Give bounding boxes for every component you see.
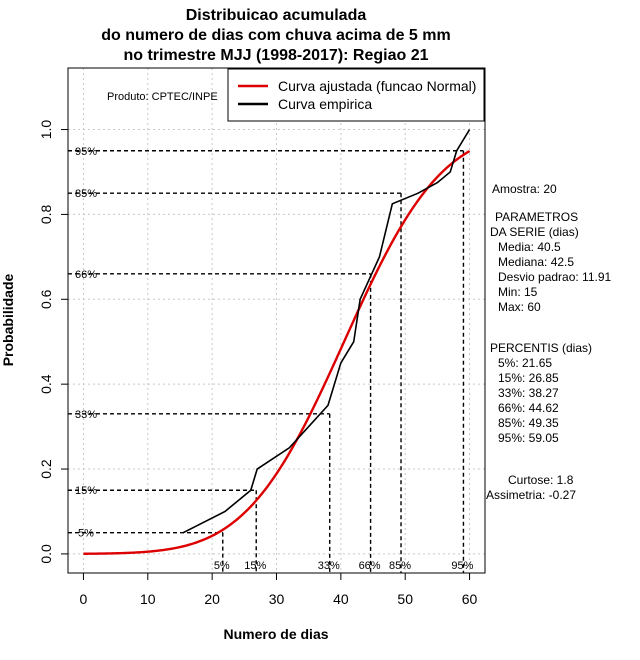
- param-value: Desvio padrao: 11.91: [498, 270, 612, 284]
- percentile-y-label: 66%: [75, 269, 97, 281]
- percentile-x-label: 85%: [389, 560, 411, 572]
- param-value: Min: 15: [498, 285, 538, 299]
- params-subtitle: DA SERIE (dias): [490, 225, 579, 239]
- y-tick-label: 0.2: [38, 459, 54, 479]
- x-tick-label: 0: [80, 591, 88, 607]
- percentile-x-label: 5%: [214, 560, 230, 572]
- percentile-y-label: 15%: [75, 485, 97, 497]
- percentile-x-label: 15%: [244, 560, 266, 572]
- chart-title-line: do numero de dias com chuva acima de 5 m…: [101, 27, 450, 44]
- percentile-lines: [68, 150, 465, 573]
- empirical-curve: [182, 129, 471, 534]
- y-tick-label: 0.8: [38, 204, 54, 224]
- fitted-normal-curve: [83, 150, 471, 555]
- y-tick-label: 1.0: [38, 120, 54, 140]
- percentile-x-label: 33%: [318, 560, 340, 572]
- percentis-title: PERCENTIS (dias): [490, 341, 592, 355]
- chart-title-line: Distribuicao acumulada: [186, 7, 367, 24]
- percentile-x-label: 95%: [451, 560, 473, 572]
- y-tick-label: 0.6: [38, 289, 54, 309]
- x-tick-label: 30: [269, 591, 285, 607]
- percentile-y-label: 85%: [75, 188, 97, 200]
- percentil-value: 5%: 21.65: [498, 356, 552, 370]
- y-tick-label: 0.4: [38, 374, 54, 394]
- legend-label: Curva empirica: [278, 96, 372, 112]
- param-value: Max: 60: [498, 300, 541, 314]
- legend: Curva ajustada (funcao Normal) Curva empi…: [227, 68, 485, 122]
- percentil-value: 15%: 26.85: [498, 371, 559, 385]
- skewness: Assimetria: -0.27: [486, 488, 576, 502]
- x-tick-label: 60: [462, 591, 478, 607]
- grid: [68, 68, 485, 573]
- x-tick-label: 10: [140, 591, 156, 607]
- param-value: Mediana: 42.5: [498, 255, 574, 269]
- sample-size: Amostra: 20: [492, 182, 557, 196]
- percentil-value: 66%: 44.62: [498, 401, 559, 415]
- x-tick-label: 20: [204, 591, 220, 607]
- x-tick-label: 40: [333, 591, 349, 607]
- percentile-y-label: 5%: [78, 528, 94, 540]
- percentile-x-label: 66%: [359, 560, 381, 572]
- kurtosis: Curtose: 1.8: [508, 473, 574, 487]
- chart-title-line: no trimestre MJJ (1998-2017): Regiao 21: [123, 47, 428, 64]
- legend-label: Curva ajustada (funcao Normal): [278, 78, 476, 94]
- x-axis-title: Numero de dias: [223, 626, 328, 642]
- percentil-value: 85%: 49.35: [498, 416, 559, 430]
- percentil-value: 33%: 38.27: [498, 386, 559, 400]
- params-title: PARAMETROS: [495, 210, 578, 224]
- x-tick-label: 50: [397, 591, 413, 607]
- param-value: Media: 40.5: [498, 240, 561, 254]
- product-label: Produto: CPTEC/INPE: [107, 91, 218, 103]
- y-axis-title: Probabilidade: [0, 274, 16, 367]
- percentile-y-label: 95%: [75, 146, 97, 158]
- percentil-value: 95%: 59.05: [498, 431, 559, 445]
- percentile-y-label: 33%: [75, 409, 97, 421]
- legend-box: [227, 68, 485, 122]
- y-tick-label: 0.0: [38, 544, 54, 564]
